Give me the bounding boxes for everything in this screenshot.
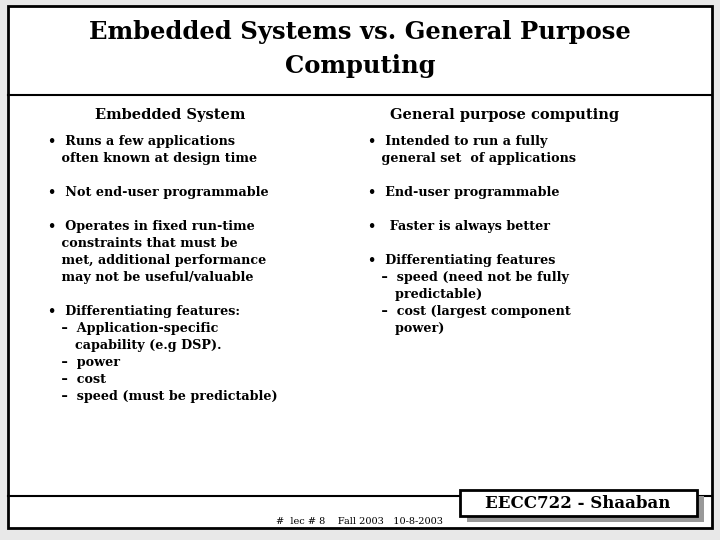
- Text: #  lec # 8    Fall 2003   10-8-2003: # lec # 8 Fall 2003 10-8-2003: [276, 516, 444, 525]
- Bar: [467, 496, 704, 522]
- Text: Computing: Computing: [284, 54, 436, 78]
- Text: •  Intended to run a fully
   general set  of applications

•  End-user programm: • Intended to run a fully general set of…: [368, 135, 576, 335]
- Text: Embedded Systems vs. General Purpose: Embedded Systems vs. General Purpose: [89, 20, 631, 44]
- Text: General purpose computing: General purpose computing: [390, 108, 619, 122]
- Text: Embedded System: Embedded System: [95, 108, 246, 122]
- Text: EECC722 - Shaaban: EECC722 - Shaaban: [485, 495, 671, 511]
- Bar: [460, 490, 697, 516]
- Text: •  Runs a few applications
   often known at design time

•  Not end-user progra: • Runs a few applications often known at…: [48, 135, 278, 403]
